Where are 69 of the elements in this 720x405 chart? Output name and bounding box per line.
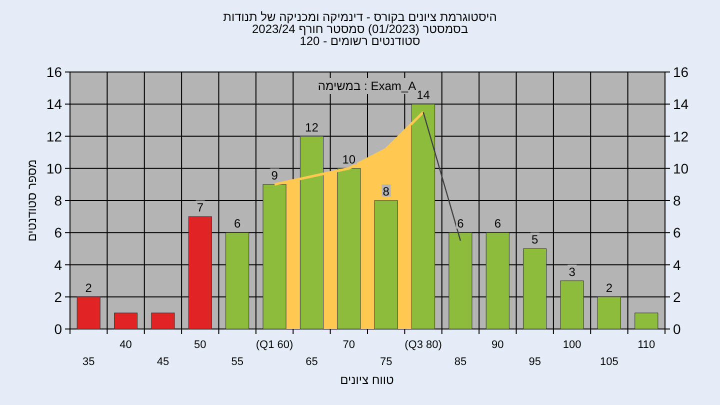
y-axis-title: מספר סטודנטים bbox=[25, 159, 39, 242]
bar bbox=[560, 280, 584, 330]
text: סטודנטים רשומים - 120 bbox=[300, 34, 420, 48]
bar bbox=[634, 312, 658, 330]
data-label: 2 bbox=[85, 280, 92, 295]
data-label: 12 bbox=[305, 120, 319, 134]
bar bbox=[188, 216, 212, 330]
x-tick-label: 40 bbox=[120, 339, 132, 351]
y2-tick-label: 0 bbox=[673, 321, 681, 337]
bar bbox=[300, 136, 324, 330]
x-tick-label: 65 bbox=[306, 356, 318, 368]
y2-tick-label: 12 bbox=[673, 128, 689, 144]
y2-tick-label: 4 bbox=[673, 256, 681, 273]
annotation: במשימה : Exam_A bbox=[318, 79, 416, 93]
y2-tick-label: 10 bbox=[673, 160, 689, 176]
bar bbox=[412, 104, 436, 330]
x-tick-label: 50 bbox=[194, 339, 206, 351]
chart-title: היסטוגרמת ציונים בקורס - דינמיקה ומכניקה של תנודות bbox=[223, 10, 497, 24]
bar bbox=[114, 312, 138, 330]
y2-tick-label: 16 bbox=[673, 64, 689, 80]
data-label: 10 bbox=[342, 152, 356, 166]
x-axis-title: טווח ציונים bbox=[340, 373, 394, 387]
bar bbox=[448, 232, 472, 330]
y-tick-label: 4 bbox=[54, 256, 62, 273]
y2-tick-label: 14 bbox=[673, 96, 689, 112]
x-tick-label: 55 bbox=[231, 356, 244, 368]
data-label: 6 bbox=[234, 216, 241, 231]
x-tick-label: 95 bbox=[528, 356, 541, 368]
y-tick-label: 6 bbox=[54, 224, 62, 241]
bar bbox=[262, 184, 286, 330]
y2-tick-label: 6 bbox=[673, 224, 681, 241]
bar bbox=[226, 232, 250, 330]
x-tick-label: (Q1 60) bbox=[256, 339, 294, 351]
x-tick-label: 70 bbox=[342, 339, 356, 351]
y-tick-label: 8 bbox=[54, 192, 62, 208]
x-tick-label: (Q3 80) bbox=[404, 339, 442, 351]
x-tick-label: 110 bbox=[638, 339, 656, 351]
y-tick-label: 14 bbox=[46, 96, 62, 112]
text: בסמסטר (01/2023) סמסטר חורף 2023/24 bbox=[252, 22, 468, 36]
data-label: 3 bbox=[568, 264, 576, 279]
y-tick-label: 12 bbox=[46, 128, 62, 144]
data-label: 14 bbox=[416, 88, 430, 102]
data-label: 8 bbox=[382, 184, 390, 198]
data-label: 9 bbox=[271, 168, 278, 182]
x-tick-label: 100 bbox=[562, 339, 582, 351]
y2-tick-label: 8 bbox=[673, 192, 681, 208]
bar bbox=[76, 296, 100, 330]
data-label: 7 bbox=[196, 200, 204, 215]
y-tick-label: 16 bbox=[46, 64, 62, 80]
y-tick-label: 2 bbox=[54, 288, 62, 305]
bar bbox=[597, 296, 621, 330]
bar bbox=[151, 312, 175, 330]
x-tick-label: 85 bbox=[454, 356, 467, 368]
bar bbox=[486, 232, 510, 330]
data-label: 6 bbox=[457, 216, 464, 231]
data-label: 6 bbox=[494, 216, 502, 231]
x-tick-label: 90 bbox=[492, 339, 504, 351]
x-tick-label: 105 bbox=[600, 356, 618, 368]
x-tick-label: 45 bbox=[156, 356, 170, 368]
data-label: 2 bbox=[606, 280, 613, 295]
y-tick-label: 0 bbox=[54, 321, 62, 337]
bar bbox=[337, 168, 361, 330]
y2-tick-label: 2 bbox=[673, 288, 681, 305]
data-label: 5 bbox=[532, 232, 538, 247]
x-tick-label: 75 bbox=[380, 356, 392, 368]
bar bbox=[374, 200, 398, 330]
y-tick-label: 10 bbox=[46, 160, 62, 176]
bar bbox=[523, 248, 547, 330]
x-tick-label: 35 bbox=[82, 356, 95, 368]
